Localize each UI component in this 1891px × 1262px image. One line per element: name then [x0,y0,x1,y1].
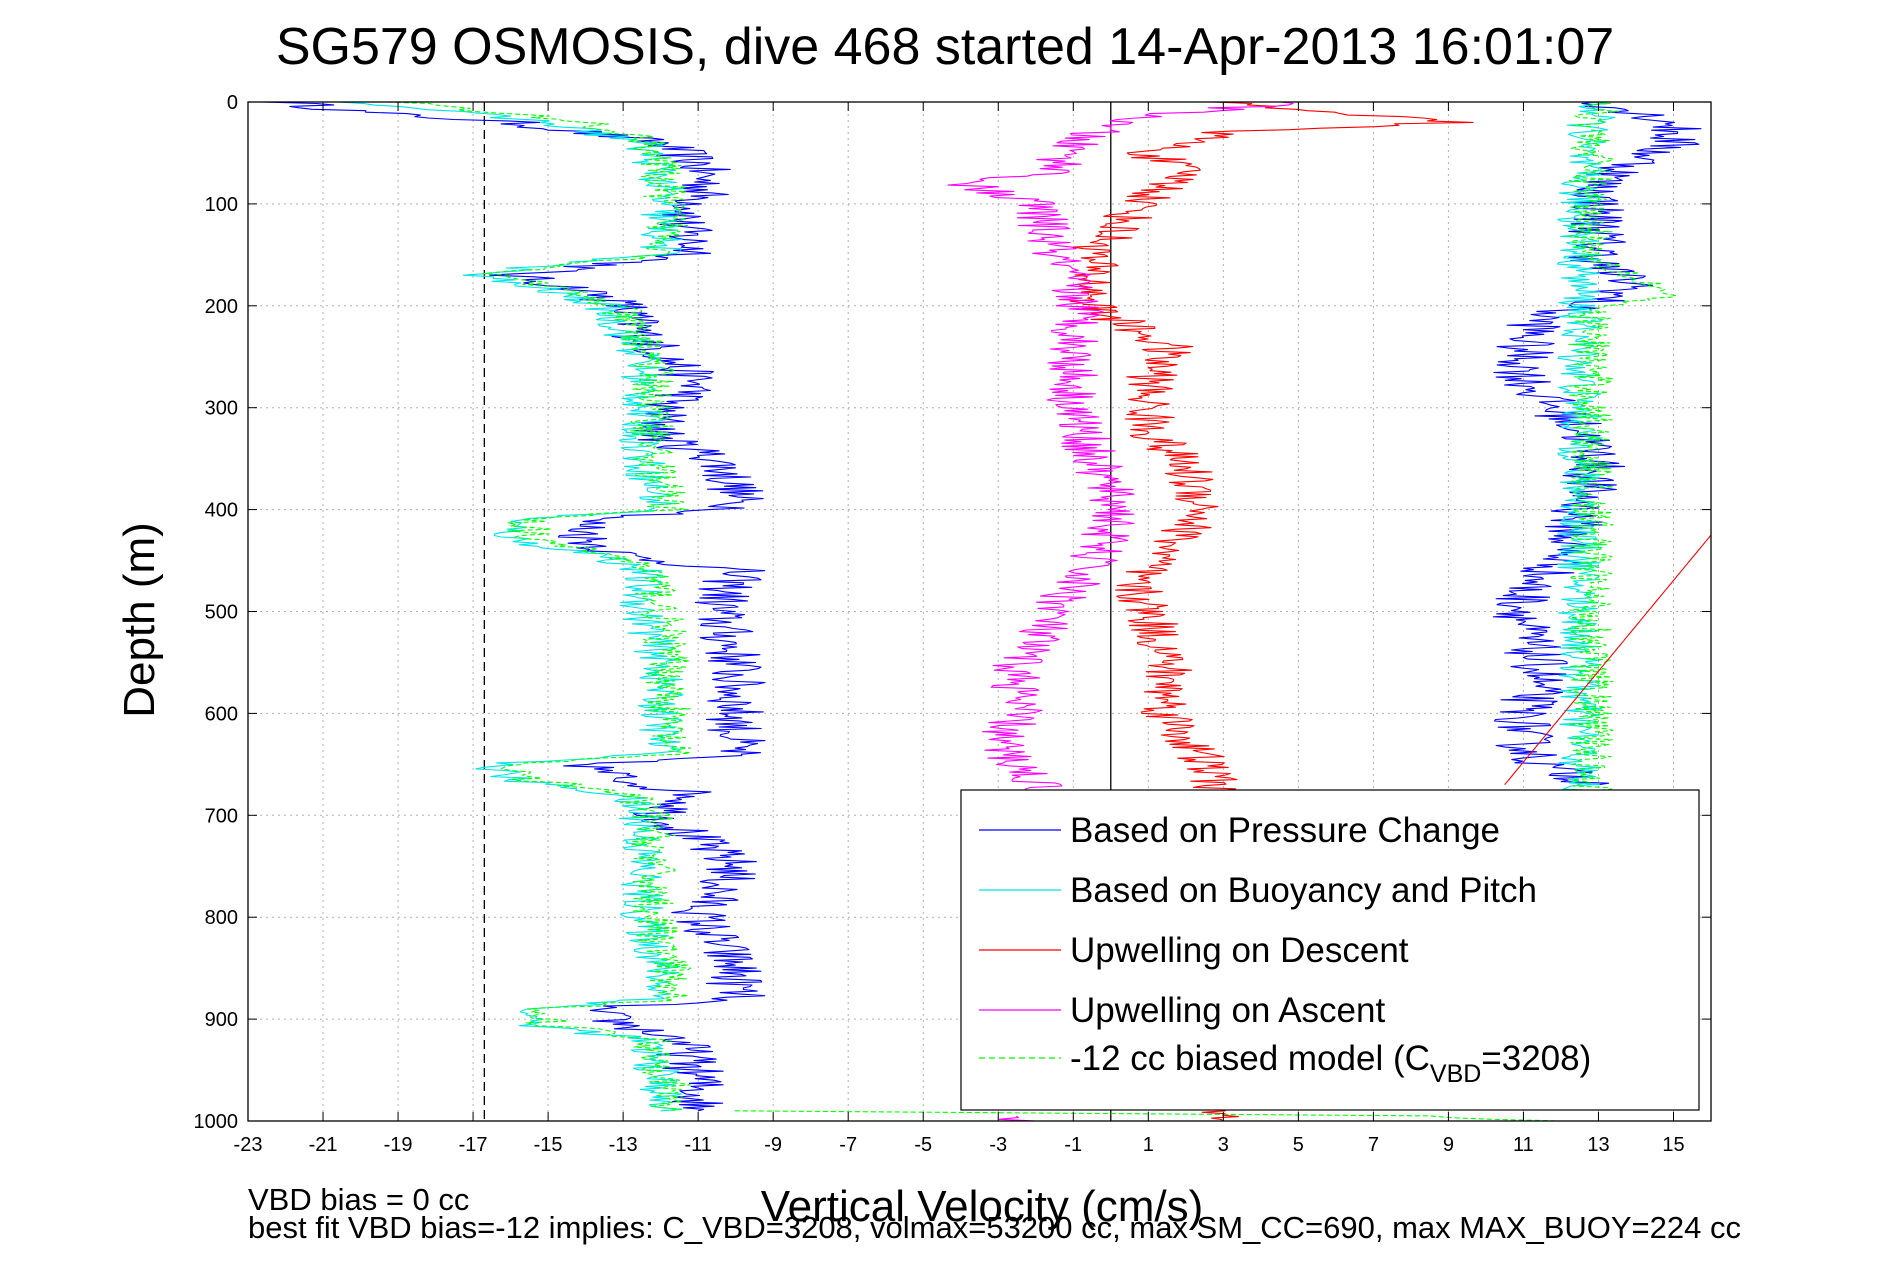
series-line [997,1115,1036,1121]
series-line [1069,102,1474,796]
series-line [338,102,684,1112]
x-tick-label: 7 [1368,1134,1379,1156]
y-tick-label: 200 [205,296,238,318]
x-tick-label: -7 [839,1134,857,1156]
y-tick-label: 600 [205,703,238,725]
x-tick-label: -19 [384,1134,413,1156]
x-tick-label: -5 [914,1134,932,1156]
x-tick-label: 5 [1293,1134,1304,1156]
legend-label: Based on Pressure Change [1070,811,1500,850]
y-tick-label: 500 [205,602,238,624]
series-6 [1504,534,1711,786]
x-tick-label: 15 [1662,1134,1684,1156]
vbd-bias-note: VBD bias = 0 cc [248,1182,470,1217]
y-tick-label: 700 [205,805,238,827]
series-line [947,102,1294,816]
series-line [387,102,692,1112]
series-4 [947,102,1294,1121]
x-tick-label: -13 [609,1134,638,1156]
legend-label: Upwelling on Descent [1070,931,1409,970]
y-tick-label: 0 [227,92,238,114]
x-axis-label: Vertical Velocity (cm/s) [761,1182,1204,1231]
series-line [1567,102,1676,816]
legend-box [960,789,1700,1111]
series-line [1201,1110,1239,1121]
x-tick-label: -21 [309,1134,338,1156]
x-tick-label: -11 [684,1134,711,1156]
x-tick-label: 3 [1218,1134,1229,1156]
y-axis: 0 100 200 300 400 500 600 700 800 900 1000 [194,92,1711,1133]
y-tick-label: 900 [205,1009,238,1031]
legend: Based on Pressure Change Based on Buoyanc… [960,789,1700,1111]
chart-title: SG579 OSMOSIS, dive 468 started 14-Apr-2… [276,18,1614,76]
x-tick-label: -9 [764,1134,782,1156]
y-tick-label: 800 [205,907,238,929]
series-line [1504,534,1711,786]
series-3 [1069,102,1474,1121]
x-tick-label: 9 [1443,1134,1454,1156]
series-line [261,102,766,1112]
plot-area [261,102,1711,1121]
x-tick-label: -17 [459,1134,488,1156]
legend-label: Upwelling on Ascent [1070,991,1385,1030]
series-line [1556,102,1679,877]
x-axis: -23 -21 -19 -17 -15 -13 -11 -9 -7 -5 -3 -1 1 3 5 7 9 11 13… [234,102,1685,1156]
x-tick-label: 13 [1587,1134,1609,1156]
y-tick-label: 1000 [194,1111,239,1133]
series-5 [387,102,1676,1121]
x-tick-label: 11 [1513,1134,1534,1156]
x-tick-label: -15 [534,1134,563,1156]
series-line [734,1110,1561,1121]
x-tick-label: -1 [1064,1134,1082,1156]
legend-label: Based on Buoyancy and Pitch [1070,871,1537,910]
y-tick-label: 300 [205,398,238,420]
y-axis-label: Depth (m) [115,522,164,718]
best-fit-note: best fit VBD bias=-12 implies: C_VBD=320… [248,1210,1741,1245]
x-tick-label: -3 [989,1134,1007,1156]
x-tick-label: -23 [234,1134,263,1156]
x-tick-label: 1 [1143,1134,1154,1156]
y-tick-label: 100 [205,194,238,216]
y-tick-label: 400 [205,500,238,522]
